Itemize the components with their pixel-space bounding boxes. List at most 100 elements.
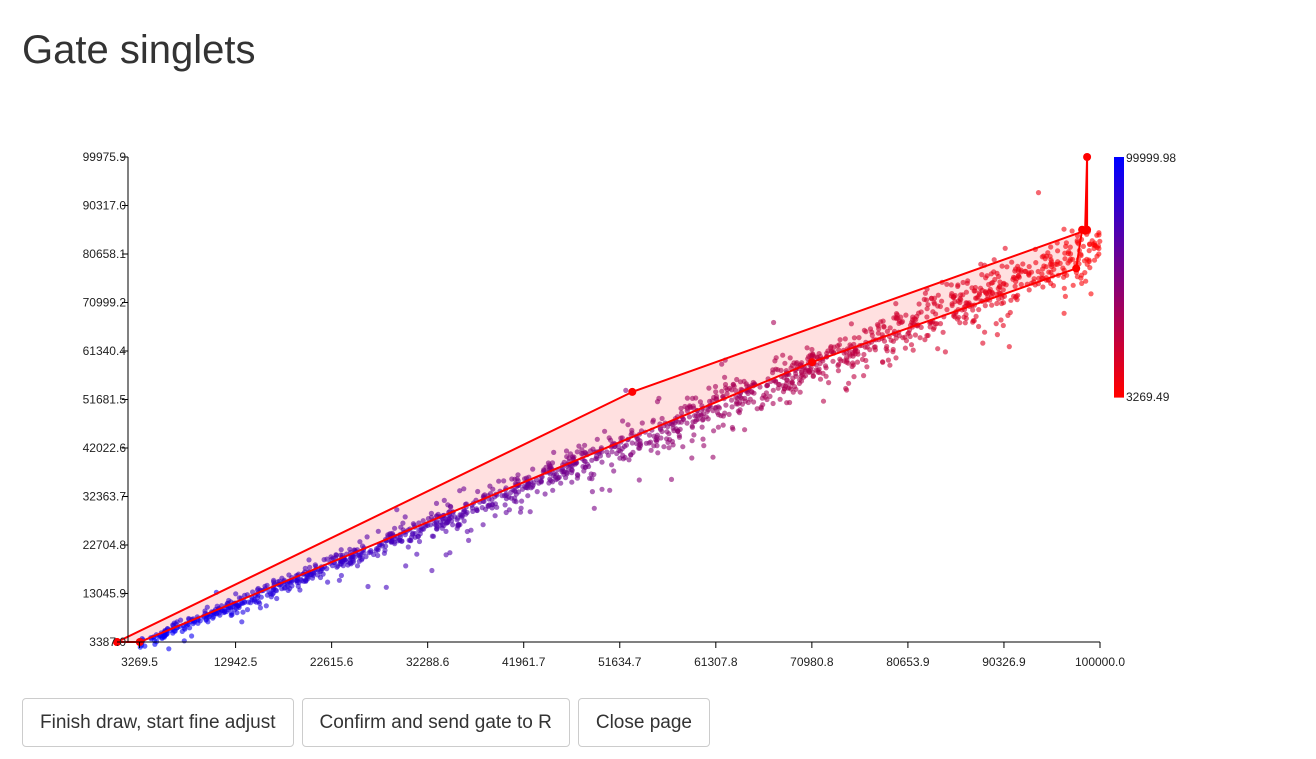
data-point [626, 457, 632, 463]
data-point [864, 364, 870, 370]
data-point [1069, 228, 1075, 234]
data-point [700, 436, 706, 442]
data-point [825, 348, 831, 354]
data-point [693, 417, 700, 423]
color-scale-segment [1114, 272, 1124, 278]
data-point [729, 424, 736, 431]
data-point [939, 298, 945, 304]
data-point [712, 383, 719, 390]
data-point [434, 524, 440, 530]
data-point [381, 550, 387, 556]
finish-draw-button[interactable]: Finish draw, start fine adjust [22, 698, 294, 747]
data-point [850, 349, 856, 356]
data-point [519, 498, 525, 504]
data-point [394, 507, 400, 513]
data-point [910, 314, 916, 320]
data-point [990, 279, 996, 286]
data-point [359, 543, 366, 549]
data-point [1000, 287, 1006, 293]
data-point [747, 396, 753, 402]
data-point [455, 522, 461, 528]
data-point [742, 398, 749, 404]
data-point [688, 404, 694, 410]
data-point [952, 314, 958, 320]
data-point [972, 284, 979, 291]
data-point [629, 440, 635, 446]
y-tick-label: 3387.0 [89, 635, 126, 649]
data-point [416, 538, 423, 545]
data-point [618, 435, 624, 441]
data-point [948, 282, 954, 288]
data-point [935, 346, 941, 352]
page-title: Gate singlets [22, 28, 256, 72]
data-point [1097, 238, 1103, 244]
data-point [1048, 244, 1054, 250]
data-point [783, 381, 790, 387]
data-point [182, 626, 188, 632]
data-point [1083, 278, 1089, 284]
color-scale-segment [1114, 322, 1124, 328]
color-scale-max-label: 99999.98 [1126, 151, 1176, 165]
data-point [623, 442, 630, 448]
data-point [414, 551, 420, 557]
color-scale-segment [1114, 217, 1124, 223]
data-point [937, 303, 944, 310]
data-point [251, 598, 258, 604]
data-point [564, 470, 570, 476]
data-point [677, 426, 683, 432]
data-point [925, 302, 931, 308]
data-point [837, 337, 843, 343]
scatter-plot[interactable]: 3269.5 12942.5 22615.6 32288.6 41961.7 51634.… [0, 0, 1316, 690]
data-point [402, 532, 408, 538]
data-point [178, 617, 184, 623]
data-point [985, 293, 991, 299]
data-point [982, 329, 988, 335]
data-point [1010, 274, 1017, 280]
data-point [383, 584, 389, 590]
color-scale: 99999.98 3269.49 [1114, 151, 1176, 404]
color-scale-segment [1114, 232, 1124, 238]
data-point [1012, 283, 1018, 289]
data-point [784, 377, 790, 383]
data-point [324, 566, 330, 572]
data-point [250, 589, 256, 595]
data-point [944, 281, 950, 287]
data-point [655, 450, 661, 456]
data-point [371, 551, 377, 558]
data-point [1040, 284, 1046, 290]
data-point [446, 516, 452, 522]
gate-layer[interactable] [113, 153, 1092, 646]
color-scale-segment [1114, 177, 1124, 183]
data-point [623, 387, 629, 393]
data-point [607, 487, 613, 493]
data-point [1052, 261, 1058, 267]
data-point [692, 413, 698, 419]
data-point [775, 381, 782, 387]
data-point [659, 415, 665, 422]
data-point [924, 306, 930, 312]
data-point [826, 380, 832, 386]
data-point [571, 454, 577, 460]
x-tick-label: 80653.9 [886, 655, 930, 669]
data-point [970, 319, 976, 325]
data-point [1074, 238, 1080, 244]
data-point [897, 318, 903, 324]
data-point [1023, 268, 1029, 274]
data-point [403, 563, 409, 569]
data-point [697, 399, 704, 405]
data-point [496, 478, 502, 484]
data-point [170, 630, 176, 636]
data-point [810, 373, 816, 379]
data-point [1042, 256, 1048, 262]
data-point [976, 292, 983, 298]
data-point [760, 402, 766, 408]
confirm-send-button[interactable]: Confirm and send gate to R [301, 698, 570, 747]
data-point [589, 457, 595, 463]
data-point [845, 360, 851, 366]
data-point [1048, 257, 1054, 263]
data-point [558, 480, 564, 486]
data-point [599, 459, 605, 465]
close-page-button[interactable]: Close page [577, 698, 710, 747]
data-point [678, 410, 685, 416]
data-point [903, 338, 910, 344]
